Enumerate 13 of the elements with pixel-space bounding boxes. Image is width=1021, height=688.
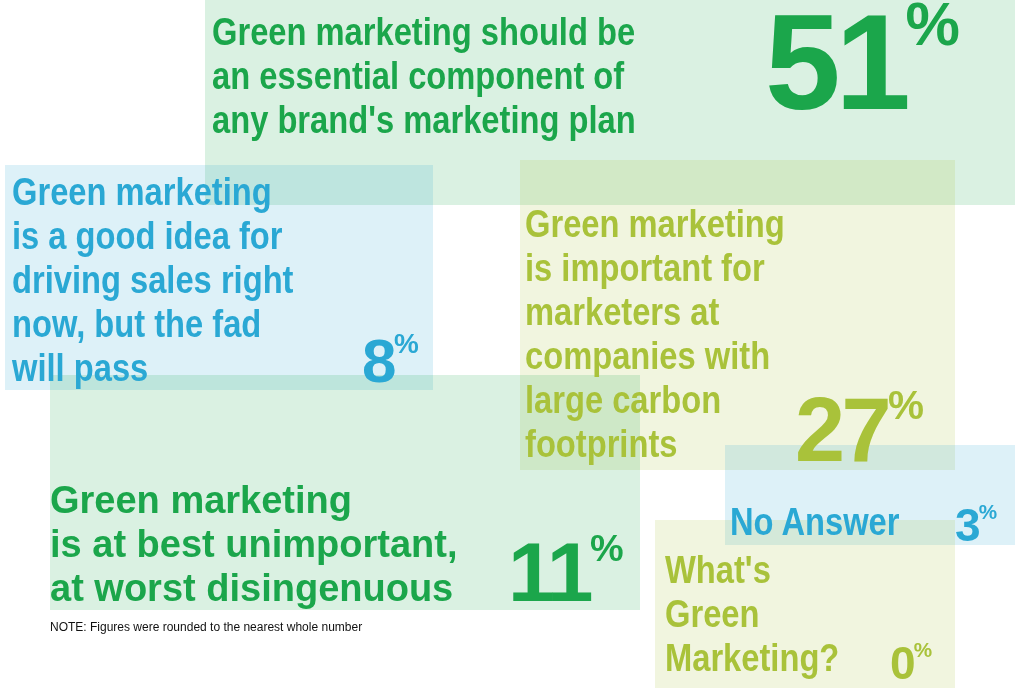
data-label: 51%: [765, 0, 960, 138]
category-label: Green marketing is at best unimportant, at worst disingenuous: [50, 478, 458, 610]
data-label: 27%: [795, 380, 924, 480]
category-label: Green marketing is a good idea for driving sales right now, but the fad will pass: [12, 170, 294, 390]
data-label: 8%: [362, 326, 419, 395]
data-label: 11%: [508, 525, 624, 619]
text: NOTE: Figures were rounded to the nearest whole number: [50, 620, 363, 634]
category-label: Green marketing should be an essential component of any brand's marketing plan: [212, 10, 636, 142]
category-label: What's Green Marketing?: [665, 548, 840, 680]
category-label: Green marketing is important for marketers at companies with large carbon footprints: [525, 202, 785, 466]
data-label: 0%: [890, 637, 933, 688]
category-label: No Answer: [730, 500, 900, 544]
data-label: 3%: [955, 499, 998, 551]
